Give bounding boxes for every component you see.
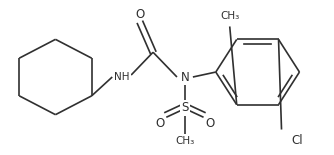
- Text: O: O: [155, 117, 165, 130]
- Text: O: O: [205, 117, 214, 130]
- Text: CH₃: CH₃: [220, 11, 239, 20]
- Text: CH₃: CH₃: [175, 136, 194, 146]
- Text: NH: NH: [115, 72, 130, 82]
- Text: S: S: [181, 101, 189, 114]
- Text: N: N: [181, 71, 189, 84]
- Text: O: O: [136, 7, 145, 20]
- Text: Cl: Cl: [292, 135, 303, 148]
